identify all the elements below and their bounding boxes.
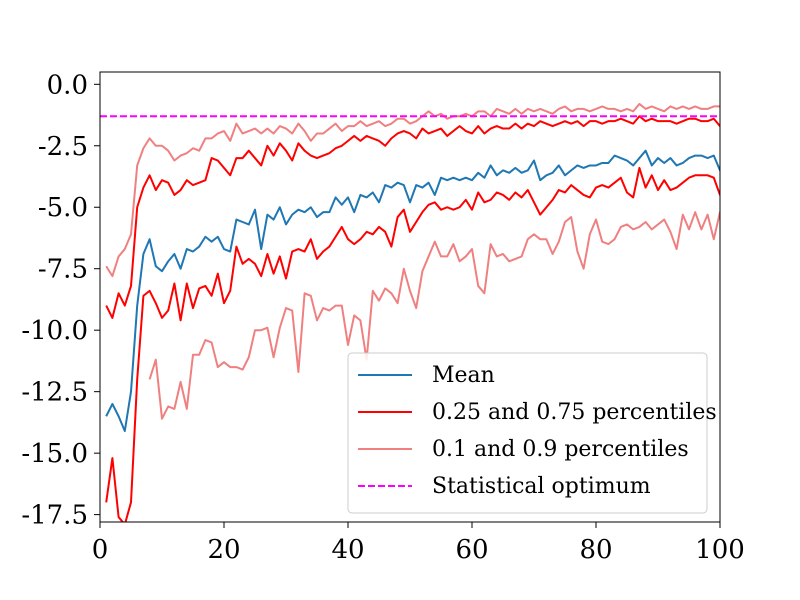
y-tick-label: -12.5 (21, 378, 88, 408)
series-mean (105, 149, 720, 433)
series-0-1-percentile (148, 211, 720, 420)
plot-frame (99, 71, 721, 523)
y-axis: 0.0 -2.5 -5.0 -7.5 -10.0 -12.5 -15.0 -17.5 (21, 70, 100, 531)
legend-label-mean: Mean (432, 363, 495, 388)
series-0-9-percentile (105, 102, 720, 278)
x-tick-label: 20 (207, 535, 240, 565)
y-tick-label: 0.0 (47, 70, 88, 100)
y-tick-label: -17.5 (21, 501, 88, 531)
y-tick-label: -15.0 (21, 439, 88, 469)
x-tick-label: 80 (579, 535, 612, 565)
x-tick-label: 60 (455, 535, 488, 565)
x-tick-label: 40 (331, 535, 364, 565)
x-tick-label: 0 (92, 535, 109, 565)
x-axis: 0 20 40 60 80 100 (92, 522, 745, 565)
x-tick-label: 100 (695, 535, 745, 565)
y-tick-label: -2.5 (38, 132, 88, 162)
legend-label-p25_75: 0.25 and 0.75 percentiles (432, 400, 717, 425)
y-tick-label: -10.0 (21, 316, 88, 346)
y-tick-label: -5.0 (38, 193, 88, 223)
legend-label-optimum: Statistical optimum (432, 474, 651, 499)
legend-label-p10_90: 0.1 and 0.9 percentiles (432, 437, 689, 462)
series-0-25-percentile (105, 166, 720, 522)
legend-box (347, 352, 708, 514)
legend: Mean 0.25 and 0.75 percentiles 0.1 and 0.9… (347, 352, 717, 514)
series-0-75-percentile (105, 115, 720, 319)
series-layer (100, 102, 720, 522)
y-tick-label: -7.5 (38, 255, 88, 285)
